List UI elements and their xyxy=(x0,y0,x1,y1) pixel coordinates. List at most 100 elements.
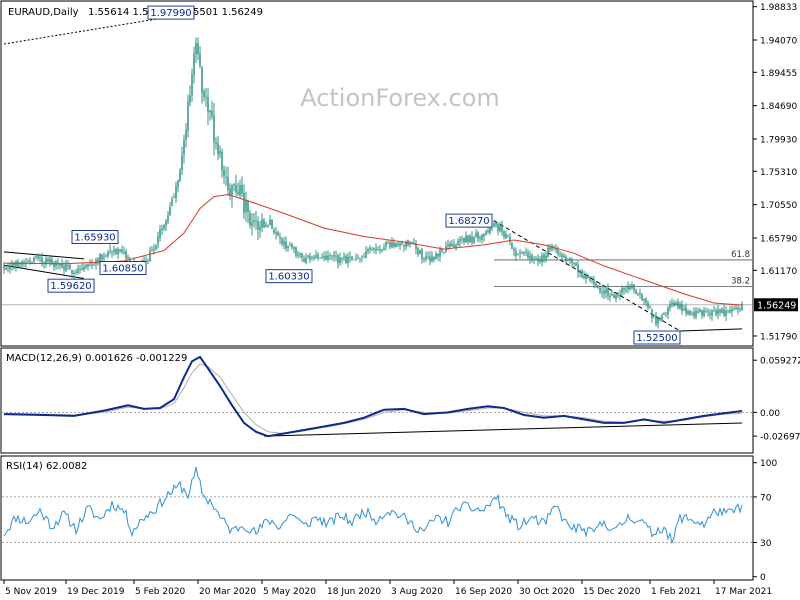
candle-body xyxy=(671,302,673,305)
candle-body xyxy=(477,232,479,239)
candle-body xyxy=(73,272,75,275)
current-price-box xyxy=(754,298,798,312)
candle-body xyxy=(63,266,65,270)
candle-body xyxy=(285,241,287,249)
candle-body xyxy=(153,248,155,250)
candle-body xyxy=(69,265,71,269)
candle-body xyxy=(103,257,105,259)
candle-body xyxy=(467,235,469,242)
candle-body xyxy=(53,263,55,267)
candle-body xyxy=(167,215,169,222)
candle-body xyxy=(223,169,225,177)
candle-body xyxy=(317,254,319,259)
candle-body xyxy=(319,257,321,259)
candle-body xyxy=(659,317,661,321)
candle-body xyxy=(181,155,183,171)
price-annotation-box xyxy=(99,261,147,275)
candle-body xyxy=(215,142,217,144)
candle-body xyxy=(273,229,275,233)
candle-body xyxy=(59,263,61,266)
y-tick-label: 1.75310 xyxy=(760,168,797,178)
candle-body xyxy=(473,237,475,244)
candle-body xyxy=(213,115,215,143)
candle-body xyxy=(689,311,691,315)
fib-level-label: 38.2 xyxy=(731,276,750,286)
macd-title: MACD(12,26,9) 0.001626 -0.001229 xyxy=(6,353,187,364)
candle-body xyxy=(257,221,259,230)
current-price-marker: 1.56249 xyxy=(754,298,798,312)
candle-body xyxy=(465,235,467,243)
candle-body xyxy=(447,244,449,247)
candle-body xyxy=(459,239,461,242)
candle-body xyxy=(235,184,237,193)
candle-body xyxy=(197,43,199,55)
candle-body xyxy=(105,256,107,258)
candle-body xyxy=(189,95,191,103)
candle-body xyxy=(85,265,87,268)
candle-body xyxy=(373,247,375,250)
candle-body xyxy=(247,201,249,213)
candle-body xyxy=(379,249,381,251)
watermark: ActionForex.com xyxy=(300,84,500,112)
candle-body xyxy=(345,256,347,264)
candle-body xyxy=(291,243,293,248)
price-annotation-label: 1.68270 xyxy=(448,216,489,227)
trendline xyxy=(3,264,85,279)
candle-body xyxy=(633,284,635,291)
candle-body xyxy=(269,219,271,226)
candle-body xyxy=(501,225,503,232)
candle-body xyxy=(427,256,429,257)
candle-body xyxy=(293,247,295,249)
macd-panel: MACD(12,26,9) 0.001626 -0.001229 0.05927… xyxy=(0,347,800,454)
candle-body xyxy=(627,285,629,290)
candle-body xyxy=(527,252,529,258)
candle-body xyxy=(9,265,11,270)
candle-body xyxy=(619,293,621,296)
candle-body xyxy=(629,287,631,290)
candle-body xyxy=(543,254,545,259)
candle-body xyxy=(561,254,563,258)
y-tick-label: 1.94070 xyxy=(760,37,797,47)
candle-body xyxy=(361,255,363,257)
candle-body xyxy=(705,311,707,313)
candle-body xyxy=(665,312,667,314)
candle-body xyxy=(343,256,345,259)
candle-body xyxy=(739,309,741,311)
candle-body xyxy=(331,255,333,257)
candle-body xyxy=(437,253,439,257)
candle-body xyxy=(697,311,699,313)
candle-body xyxy=(723,309,725,316)
candle-body xyxy=(29,260,31,263)
candle-body xyxy=(159,229,161,238)
candle-body xyxy=(393,242,395,247)
candle-body xyxy=(537,258,539,262)
candle-body xyxy=(559,254,561,256)
candle-body xyxy=(357,257,359,259)
candle-body xyxy=(507,234,509,236)
rsi-y-tick-label: 100 xyxy=(760,459,777,469)
candle-body xyxy=(253,220,255,223)
y-tick-label: 1.79930 xyxy=(760,135,797,145)
candle-body xyxy=(47,258,49,262)
candle-body xyxy=(311,257,313,259)
candle-body xyxy=(535,258,537,260)
candle-body xyxy=(733,308,735,310)
candle-body xyxy=(701,309,703,316)
x-tick-label: 16 Sep 2020 xyxy=(455,587,512,597)
rsi-y-tick-label: 30 xyxy=(760,539,772,549)
candle-body xyxy=(457,241,459,246)
price-annotations: 1.97990 1.65930 1.59620 1.60850 1.60330 1.682… xyxy=(47,5,681,345)
macd-trendline xyxy=(263,422,743,437)
candle-body xyxy=(521,252,523,254)
candle-body xyxy=(727,310,729,312)
candle-body xyxy=(483,233,485,237)
candle-body xyxy=(685,307,687,314)
candle-body xyxy=(385,241,387,247)
candle-body xyxy=(675,302,677,306)
candle-body xyxy=(623,287,625,290)
candle-body xyxy=(655,314,657,325)
candle-body xyxy=(631,284,633,289)
price-trendlines: 61.8 38.2 xyxy=(2,12,752,332)
price-annotation-label: 1.97990 xyxy=(150,8,191,19)
